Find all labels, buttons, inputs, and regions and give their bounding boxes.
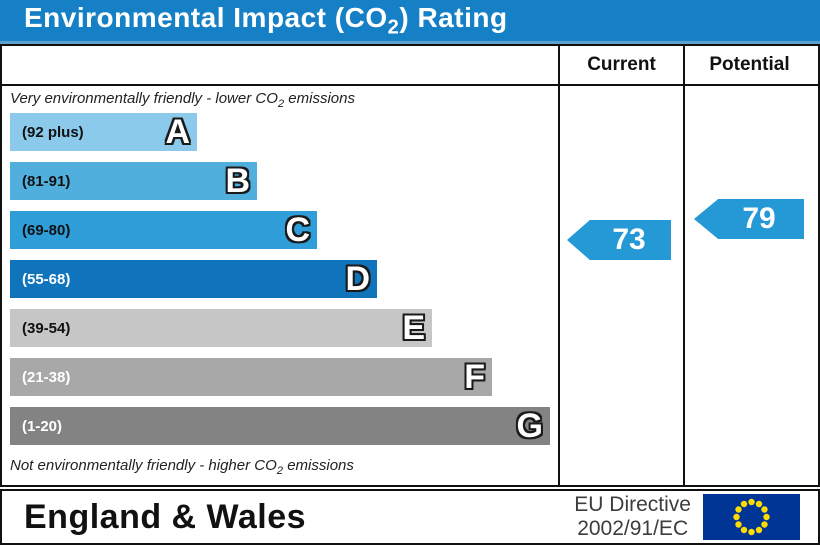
potential-value-cell: 79 [685, 86, 814, 485]
band-range-label: (69-80) [22, 221, 71, 239]
eu-flag-icon [703, 494, 800, 540]
band-row-b: (81-91) B [10, 162, 257, 200]
bottom-note: Not environmentally friendly - higher CO… [10, 457, 354, 477]
band-range-label: (92 plus) [22, 123, 84, 141]
current-value-cell: 73 [560, 86, 685, 485]
potential-rating-value: 79 [742, 202, 776, 235]
top-note: Very environmentally friendly - lower CO… [10, 90, 355, 110]
column-header-current: Current [560, 46, 685, 84]
current-rating-value: 73 [612, 223, 646, 256]
band-range-label: (21-38) [22, 368, 71, 386]
band-row-d: (55-68) D [10, 260, 377, 298]
band-range-label: (39-54) [22, 319, 71, 337]
rating-table: Current Potential Very environmentally f… [0, 44, 820, 487]
title-bar: Environmental Impact (CO2) Rating [0, 0, 820, 44]
band-row-g: (1-20) G [10, 407, 550, 445]
band-letter: G [516, 407, 543, 445]
current-rating-arrow: 73 [567, 220, 671, 260]
band-letter: E [402, 309, 425, 347]
band-letter: C [285, 211, 310, 249]
potential-rating-arrow: 79 [694, 199, 804, 239]
band-row-c: (69-80) C [10, 211, 317, 249]
band-row-f: (21-38) F [10, 358, 492, 396]
column-header-bands [2, 46, 560, 84]
column-header-potential: Potential [709, 54, 790, 75]
bands-cell: Very environmentally friendly - lower CO… [2, 86, 560, 485]
band-letter: B [225, 162, 250, 200]
band-letter: A [165, 113, 190, 151]
region-title: England & Wales [24, 497, 307, 536]
footer: England & Wales EU Directive 2002/91/EC [0, 489, 820, 545]
band-range-label: (55-68) [22, 270, 71, 288]
band-row-e: (39-54) E [10, 309, 432, 347]
band-range-label: (1-20) [22, 417, 63, 435]
eu-directive-text: EU Directive 2002/91/EC [574, 493, 691, 541]
footer-right: EU Directive 2002/91/EC [574, 493, 818, 541]
table-header-row: Current Potential [2, 46, 818, 86]
table-body-row: Very environmentally friendly - lower CO… [2, 86, 818, 485]
rating-bands: (92 plus) A (81-91) B (69-80) C (55-68) … [10, 113, 558, 456]
band-row-a: (92 plus) A [10, 113, 197, 151]
band-range-label: (81-91) [22, 172, 71, 190]
band-letter: D [345, 260, 370, 298]
band-letter: F [464, 358, 485, 396]
eu-directive-line1: EU Directive [574, 493, 691, 516]
eu-directive-line2: 2002/91/EC [577, 517, 689, 540]
page-title: Environmental Impact (CO2) Rating [24, 1, 508, 39]
